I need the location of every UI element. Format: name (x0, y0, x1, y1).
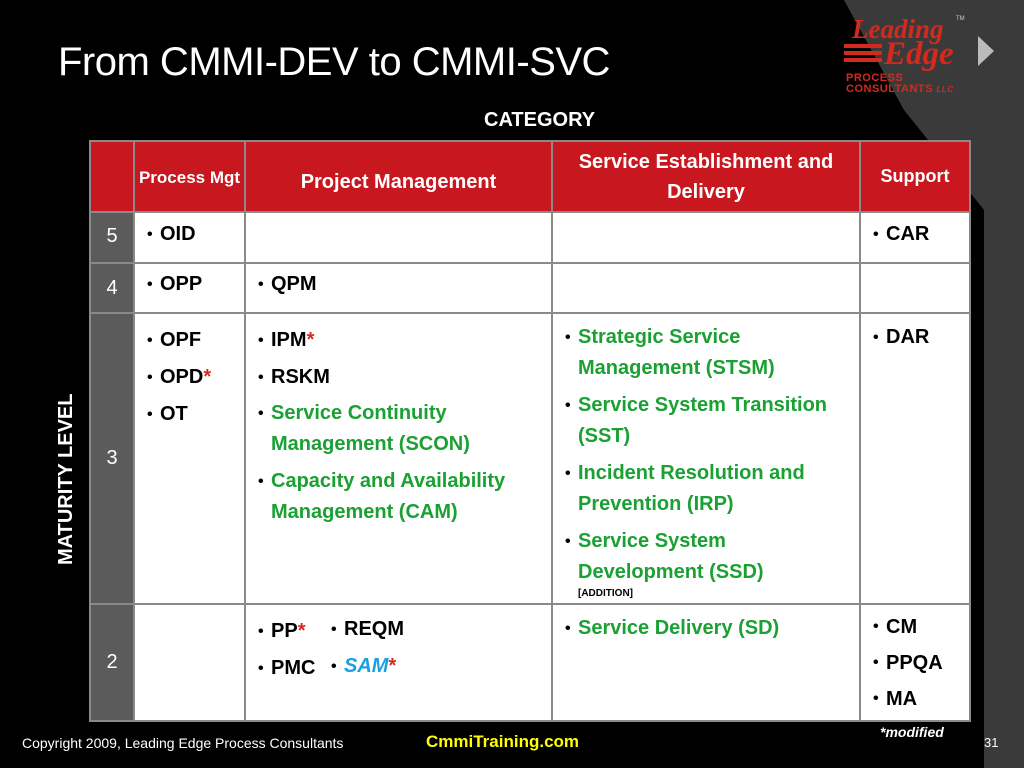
copyright-text: Copyright 2009, Leading Edge Process Con… (22, 735, 344, 751)
cell-l5-support: CAR (859, 211, 971, 264)
cell-l5-service (551, 211, 861, 264)
pa-ssd: Service System Development (SSD)[ADDITIO… (565, 526, 855, 600)
pa-ot: OT (147, 396, 240, 433)
leading-edge-logo: Leading TM Edge PROCESS CONSULTANTS LLC (838, 10, 998, 100)
cell-l2-service: Service Delivery (SD) (551, 603, 861, 722)
cell-l3-service: Strategic Service Management (STSM) Serv… (551, 312, 861, 605)
logo-arrow-icon (978, 36, 994, 66)
pa-pmc: PMC (258, 650, 331, 687)
header-support: Support (859, 140, 971, 213)
pa-irp: Incident Resolution and Prevention (IRP) (565, 458, 855, 520)
cell-l3-project: IPM* RSKM Service Continuity Management … (244, 312, 553, 605)
slide-title: From CMMI-DEV to CMMI-SVC (58, 40, 610, 84)
pa-sd: Service Delivery (SD) (565, 613, 855, 644)
pa-pp: PP* (258, 613, 331, 650)
process-area-matrix: Process Mgt Project Management Service E… (89, 140, 971, 722)
level-5: 5 (89, 211, 135, 264)
pa-qpm: QPM (258, 269, 547, 300)
logo-word-edge: Edge (884, 36, 954, 72)
logo-word-leading: Leading (852, 14, 944, 44)
addition-note: [ADDITION] (578, 588, 633, 599)
pa-sst: Service System Transition (SST) (565, 390, 855, 452)
cell-l3-support: DAR (859, 312, 971, 605)
pa-rskm: RSKM (258, 359, 547, 396)
cell-l4-process: OPP (133, 262, 246, 314)
website-link[interactable]: CmmiTraining.com (426, 732, 580, 751)
level-2: 2 (89, 603, 135, 722)
pa-dar: DAR (873, 322, 965, 353)
pa-stsm: Strategic Service Management (STSM) (565, 322, 855, 384)
header-process-mgt: Process Mgt (133, 140, 246, 213)
pa-ma: MA (873, 681, 965, 717)
level-4: 4 (89, 262, 135, 314)
background-corner-shape (844, 0, 1024, 768)
cell-l3-process: OPF OPD* OT (133, 312, 246, 605)
header-corner (89, 140, 135, 213)
pa-reqm: REQM (331, 611, 404, 648)
level-3: 3 (89, 312, 135, 605)
header-project-management: Project Management (244, 140, 553, 213)
cell-l4-support (859, 262, 971, 314)
cell-l5-process: OID (133, 211, 246, 264)
cell-l4-project: QPM (244, 262, 553, 314)
category-label: CATEGORY (484, 109, 596, 131)
logo-speed-lines (844, 44, 882, 68)
pa-ppqa: PPQA (873, 645, 965, 681)
page-number: 31 (984, 735, 999, 750)
pa-opp: OPP (147, 269, 240, 300)
cell-l4-service (551, 262, 861, 314)
cell-l2-support: CM PPQA MA (859, 603, 971, 722)
logo-trademark: TM (956, 16, 965, 22)
pa-oid: OID (147, 219, 240, 250)
cell-l2-project: PP* PMC REQM SAM* (244, 603, 553, 722)
pa-sam: SAM* (331, 648, 404, 685)
pa-cam: Capacity and Availability Management (CA… (258, 466, 547, 528)
pa-scon: Service Continuity Management (SCON) (258, 398, 547, 460)
modified-note: *modified (880, 724, 944, 740)
pa-car: CAR (873, 219, 965, 250)
cell-l2-process (133, 603, 246, 722)
header-service-establishment: Service Establishment and Delivery (551, 140, 861, 213)
pa-opd: OPD* (147, 359, 240, 396)
pa-cm: CM (873, 609, 965, 645)
logo-subtitle: PROCESS CONSULTANTS LLC (846, 72, 954, 95)
cell-l5-project (244, 211, 553, 264)
pa-opf: OPF (147, 322, 240, 359)
pa-ipm: IPM* (258, 322, 547, 359)
maturity-level-label: MATURITY LEVEL (55, 393, 77, 565)
